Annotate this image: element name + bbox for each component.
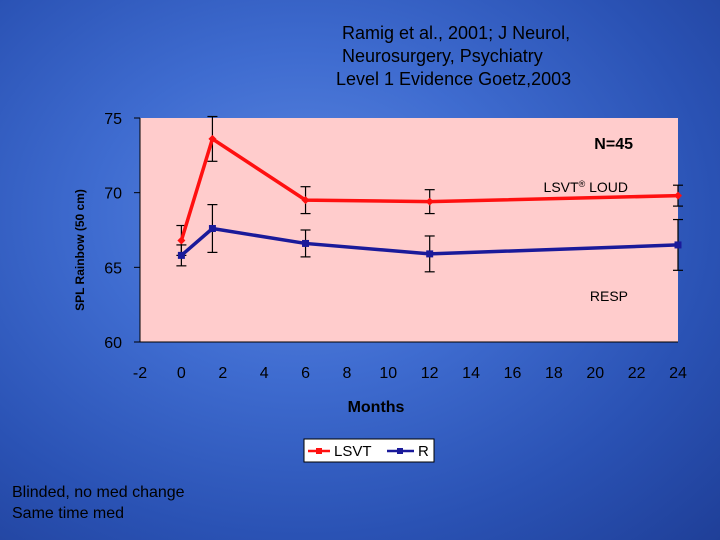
x-tick-label: 20 bbox=[586, 365, 604, 382]
lsvt-annotation-text: LSVT bbox=[544, 179, 579, 195]
data-point bbox=[177, 251, 185, 259]
x-tick-label: 22 bbox=[628, 365, 646, 382]
footnote-line-1: Blinded, no med change bbox=[12, 484, 185, 501]
data-point bbox=[208, 134, 217, 143]
footnote-line-2: Same time med bbox=[12, 505, 125, 522]
data-point bbox=[302, 239, 310, 247]
legend-box bbox=[303, 438, 435, 463]
x-tick-label: 18 bbox=[545, 365, 563, 382]
data-point bbox=[674, 241, 682, 249]
legend-label-r: R bbox=[418, 443, 429, 460]
legend-label-lsvt: LSVT bbox=[334, 443, 372, 460]
y-axis-label: SPL Rainbow (50 cm) bbox=[73, 189, 87, 311]
series-r bbox=[176, 204, 683, 273]
citation: Ramig et al., 2001; J Neurol, Neurosurge… bbox=[336, 22, 636, 91]
legend: LSVT R bbox=[303, 438, 435, 463]
y-tick-label: 65 bbox=[104, 260, 122, 277]
x-tick-label: 4 bbox=[260, 365, 269, 382]
series-layer bbox=[176, 115, 683, 273]
series-lsvt bbox=[176, 115, 683, 256]
data-point bbox=[301, 196, 310, 205]
sample-size-annotation: N=45 bbox=[594, 136, 633, 153]
x-tick-label: 6 bbox=[301, 365, 310, 382]
x-tick-label: 2 bbox=[218, 365, 227, 382]
x-tick-label: 10 bbox=[379, 365, 397, 382]
x-tick-label: 12 bbox=[421, 365, 439, 382]
legend-marker-lsvt bbox=[316, 448, 322, 454]
x-tick-label: 16 bbox=[504, 365, 522, 382]
x-tick-label: 24 bbox=[669, 365, 687, 382]
legend-marker-r bbox=[397, 448, 403, 454]
y-tick-label: 70 bbox=[104, 186, 122, 203]
citation-line-2: Neurosurgery, Psychiatry bbox=[342, 46, 543, 66]
x-tick-label: -2 bbox=[133, 365, 147, 382]
lsvt-annotation-suffix: LOUD bbox=[585, 179, 628, 195]
resp-series-annotation: RESP bbox=[590, 288, 628, 304]
citation-line-1: Ramig et al., 2001; J Neurol, bbox=[342, 23, 571, 43]
x-axis-label: Months bbox=[348, 399, 405, 416]
lsvt-series-annotation: LSVT® LOUD bbox=[544, 179, 628, 195]
y-tick-label: 60 bbox=[104, 335, 122, 352]
data-point bbox=[674, 191, 682, 200]
citation-line-3: Level 1 Evidence Goetz,2003 bbox=[336, 69, 572, 89]
data-point bbox=[177, 236, 186, 245]
data-point bbox=[208, 225, 216, 233]
data-point bbox=[425, 197, 434, 206]
y-tick-label: 75 bbox=[104, 111, 122, 128]
x-tick-label: 0 bbox=[177, 365, 186, 382]
lsvt-annotation-registered-mark: ® bbox=[579, 179, 586, 189]
x-tick-label: 14 bbox=[462, 365, 480, 382]
data-point bbox=[426, 250, 434, 258]
footnote: Blinded, no med change Same time med bbox=[12, 482, 185, 524]
x-tick-label: 8 bbox=[342, 365, 351, 382]
